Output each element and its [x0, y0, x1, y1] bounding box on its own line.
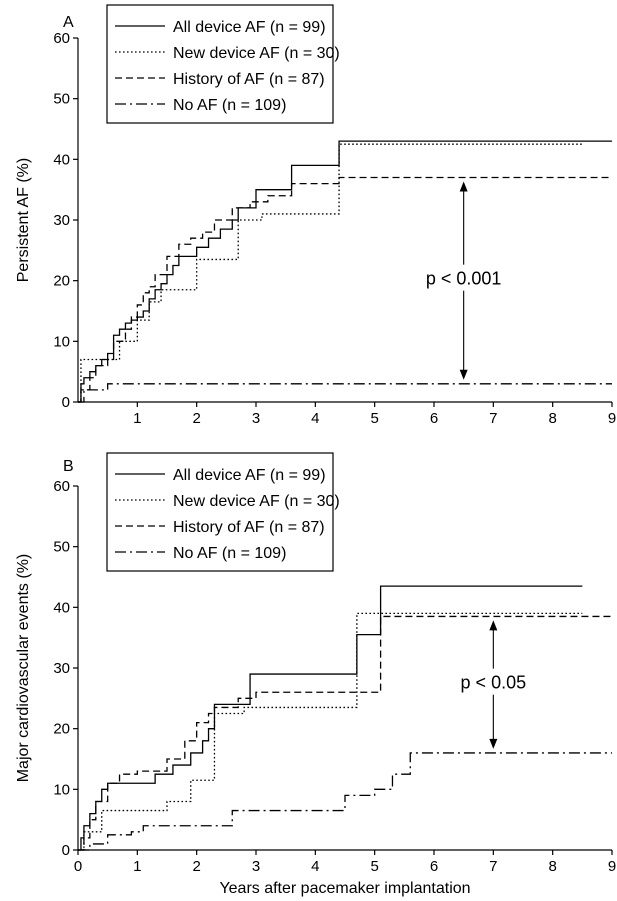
- y-tick-label: 60: [53, 30, 70, 47]
- chart-panel-b: B 0 10 20 30 40 50 60 0 1 2 3 4 5 6 7 8 9 Major cardiovasc…: [15, 452, 616, 875]
- legend-entry: No AF (n = 109): [173, 97, 286, 114]
- x-tick-label: 0: [74, 858, 82, 875]
- y-tick-label: 30: [53, 212, 70, 229]
- x-tick-label: 8: [548, 858, 556, 875]
- y-tick-label: 10: [53, 333, 70, 350]
- legend-box: [106, 452, 334, 572]
- legend-entry: All device AF (n = 99): [173, 467, 326, 484]
- series-line: [78, 176, 612, 403]
- y-axis-label: Persistent AF (%): [15, 158, 32, 282]
- x-tick-label: 5: [370, 858, 378, 875]
- legend-entry: New device AF (n = 30): [173, 493, 340, 510]
- y-tick-label: 40: [53, 599, 70, 616]
- legend-entry: New device AF (n = 30): [173, 45, 340, 62]
- y-tick-label: 0: [62, 842, 70, 859]
- p-value-label: p < 0.05: [461, 673, 527, 693]
- annotation-arrowhead-down: [459, 369, 468, 380]
- x-tick-label: 3: [252, 410, 260, 427]
- x-tick-label: 2: [192, 410, 200, 427]
- annotation-backdrop: [411, 264, 516, 291]
- x-tick-label: 9: [608, 410, 616, 427]
- x-tick-label: 7: [489, 410, 497, 427]
- y-tick-label: 50: [53, 91, 70, 108]
- x-tick-label: 4: [311, 410, 319, 427]
- y-tick-label: 20: [53, 273, 70, 290]
- legend-entry: All device AF (n = 99): [173, 19, 326, 36]
- x-tick-label: 7: [489, 858, 497, 875]
- x-tick-label: 2: [192, 858, 200, 875]
- y-tick-label: 10: [53, 781, 70, 798]
- chart-panel-a: A 0 10 20 30 40 50 60 1 2 3 4 5 6 7 8 9 Persistent AF (%)…: [15, 4, 616, 427]
- x-axis-label: Years after pacemaker implantation: [219, 880, 470, 897]
- series-line: [78, 752, 612, 851]
- x-tick-label: 8: [548, 410, 556, 427]
- annotation-backdrop: [441, 668, 546, 695]
- x-tick-label: 3: [252, 858, 260, 875]
- y-tick-label: 60: [53, 478, 70, 495]
- x-tick-label: 1: [133, 410, 141, 427]
- annotation-arrowhead-down: [489, 738, 498, 749]
- x-tick-label: 1: [133, 858, 141, 875]
- y-axis-label: Major cardiovascular events (%): [15, 554, 32, 783]
- y-tick-label: 30: [53, 660, 70, 677]
- p-value-label: p < 0.001: [426, 269, 502, 289]
- panel-label: B: [63, 458, 74, 475]
- y-tick-label: 50: [53, 539, 70, 556]
- x-tick-label: 9: [608, 858, 616, 875]
- legend-box: [106, 4, 334, 124]
- legend-entry: No AF (n = 109): [173, 545, 286, 562]
- y-tick-label: 20: [53, 721, 70, 738]
- x-tick-label: 6: [430, 858, 438, 875]
- annotation-arrowhead-up: [489, 620, 498, 631]
- x-tick-label: 5: [370, 410, 378, 427]
- series-line: [78, 383, 612, 403]
- legend-entry: History of AF (n = 87): [173, 519, 325, 536]
- panel-label: A: [63, 14, 74, 31]
- series-line: [78, 143, 583, 403]
- x-tick-label: 6: [430, 410, 438, 427]
- legend-entry: History of AF (n = 87): [173, 71, 325, 88]
- series-line: [78, 140, 612, 403]
- series-line: [78, 585, 583, 851]
- series-line: [78, 612, 583, 851]
- y-tick-label: 0: [62, 394, 70, 411]
- x-tick-label: 4: [311, 858, 319, 875]
- annotation-arrowhead-up: [459, 181, 468, 192]
- series-line: [78, 615, 612, 851]
- y-tick-label: 40: [53, 151, 70, 168]
